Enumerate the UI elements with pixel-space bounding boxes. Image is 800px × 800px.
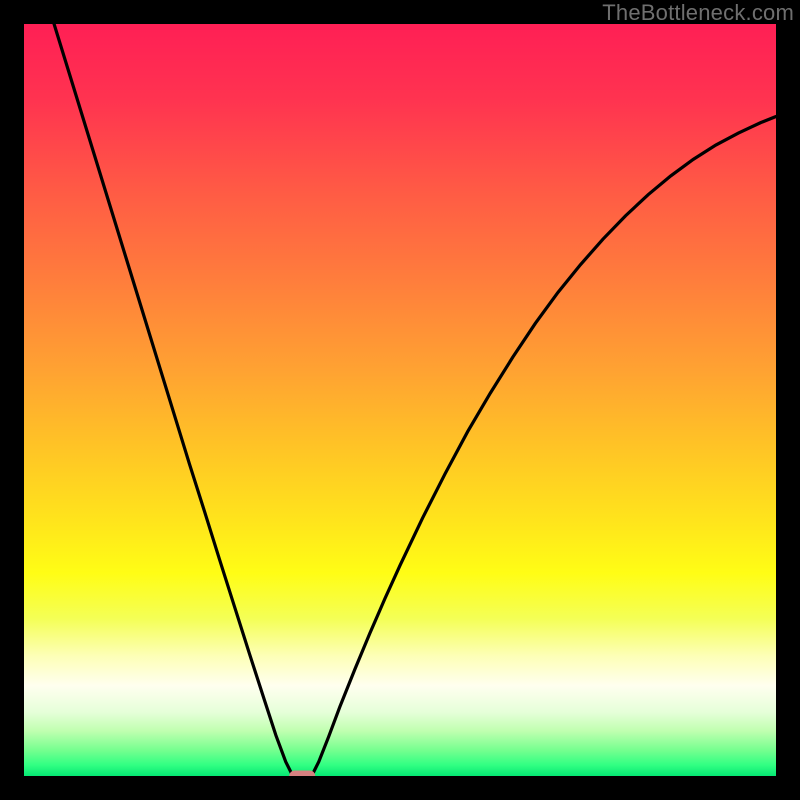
watermark-text: TheBottleneck.com xyxy=(602,0,794,26)
curve-right-branch xyxy=(313,117,776,774)
plot-area xyxy=(24,24,776,776)
frame-border: TheBottleneck.com xyxy=(0,0,800,800)
curve-left-branch xyxy=(54,24,292,774)
curve-layer xyxy=(24,24,776,776)
minimum-marker xyxy=(289,771,315,777)
